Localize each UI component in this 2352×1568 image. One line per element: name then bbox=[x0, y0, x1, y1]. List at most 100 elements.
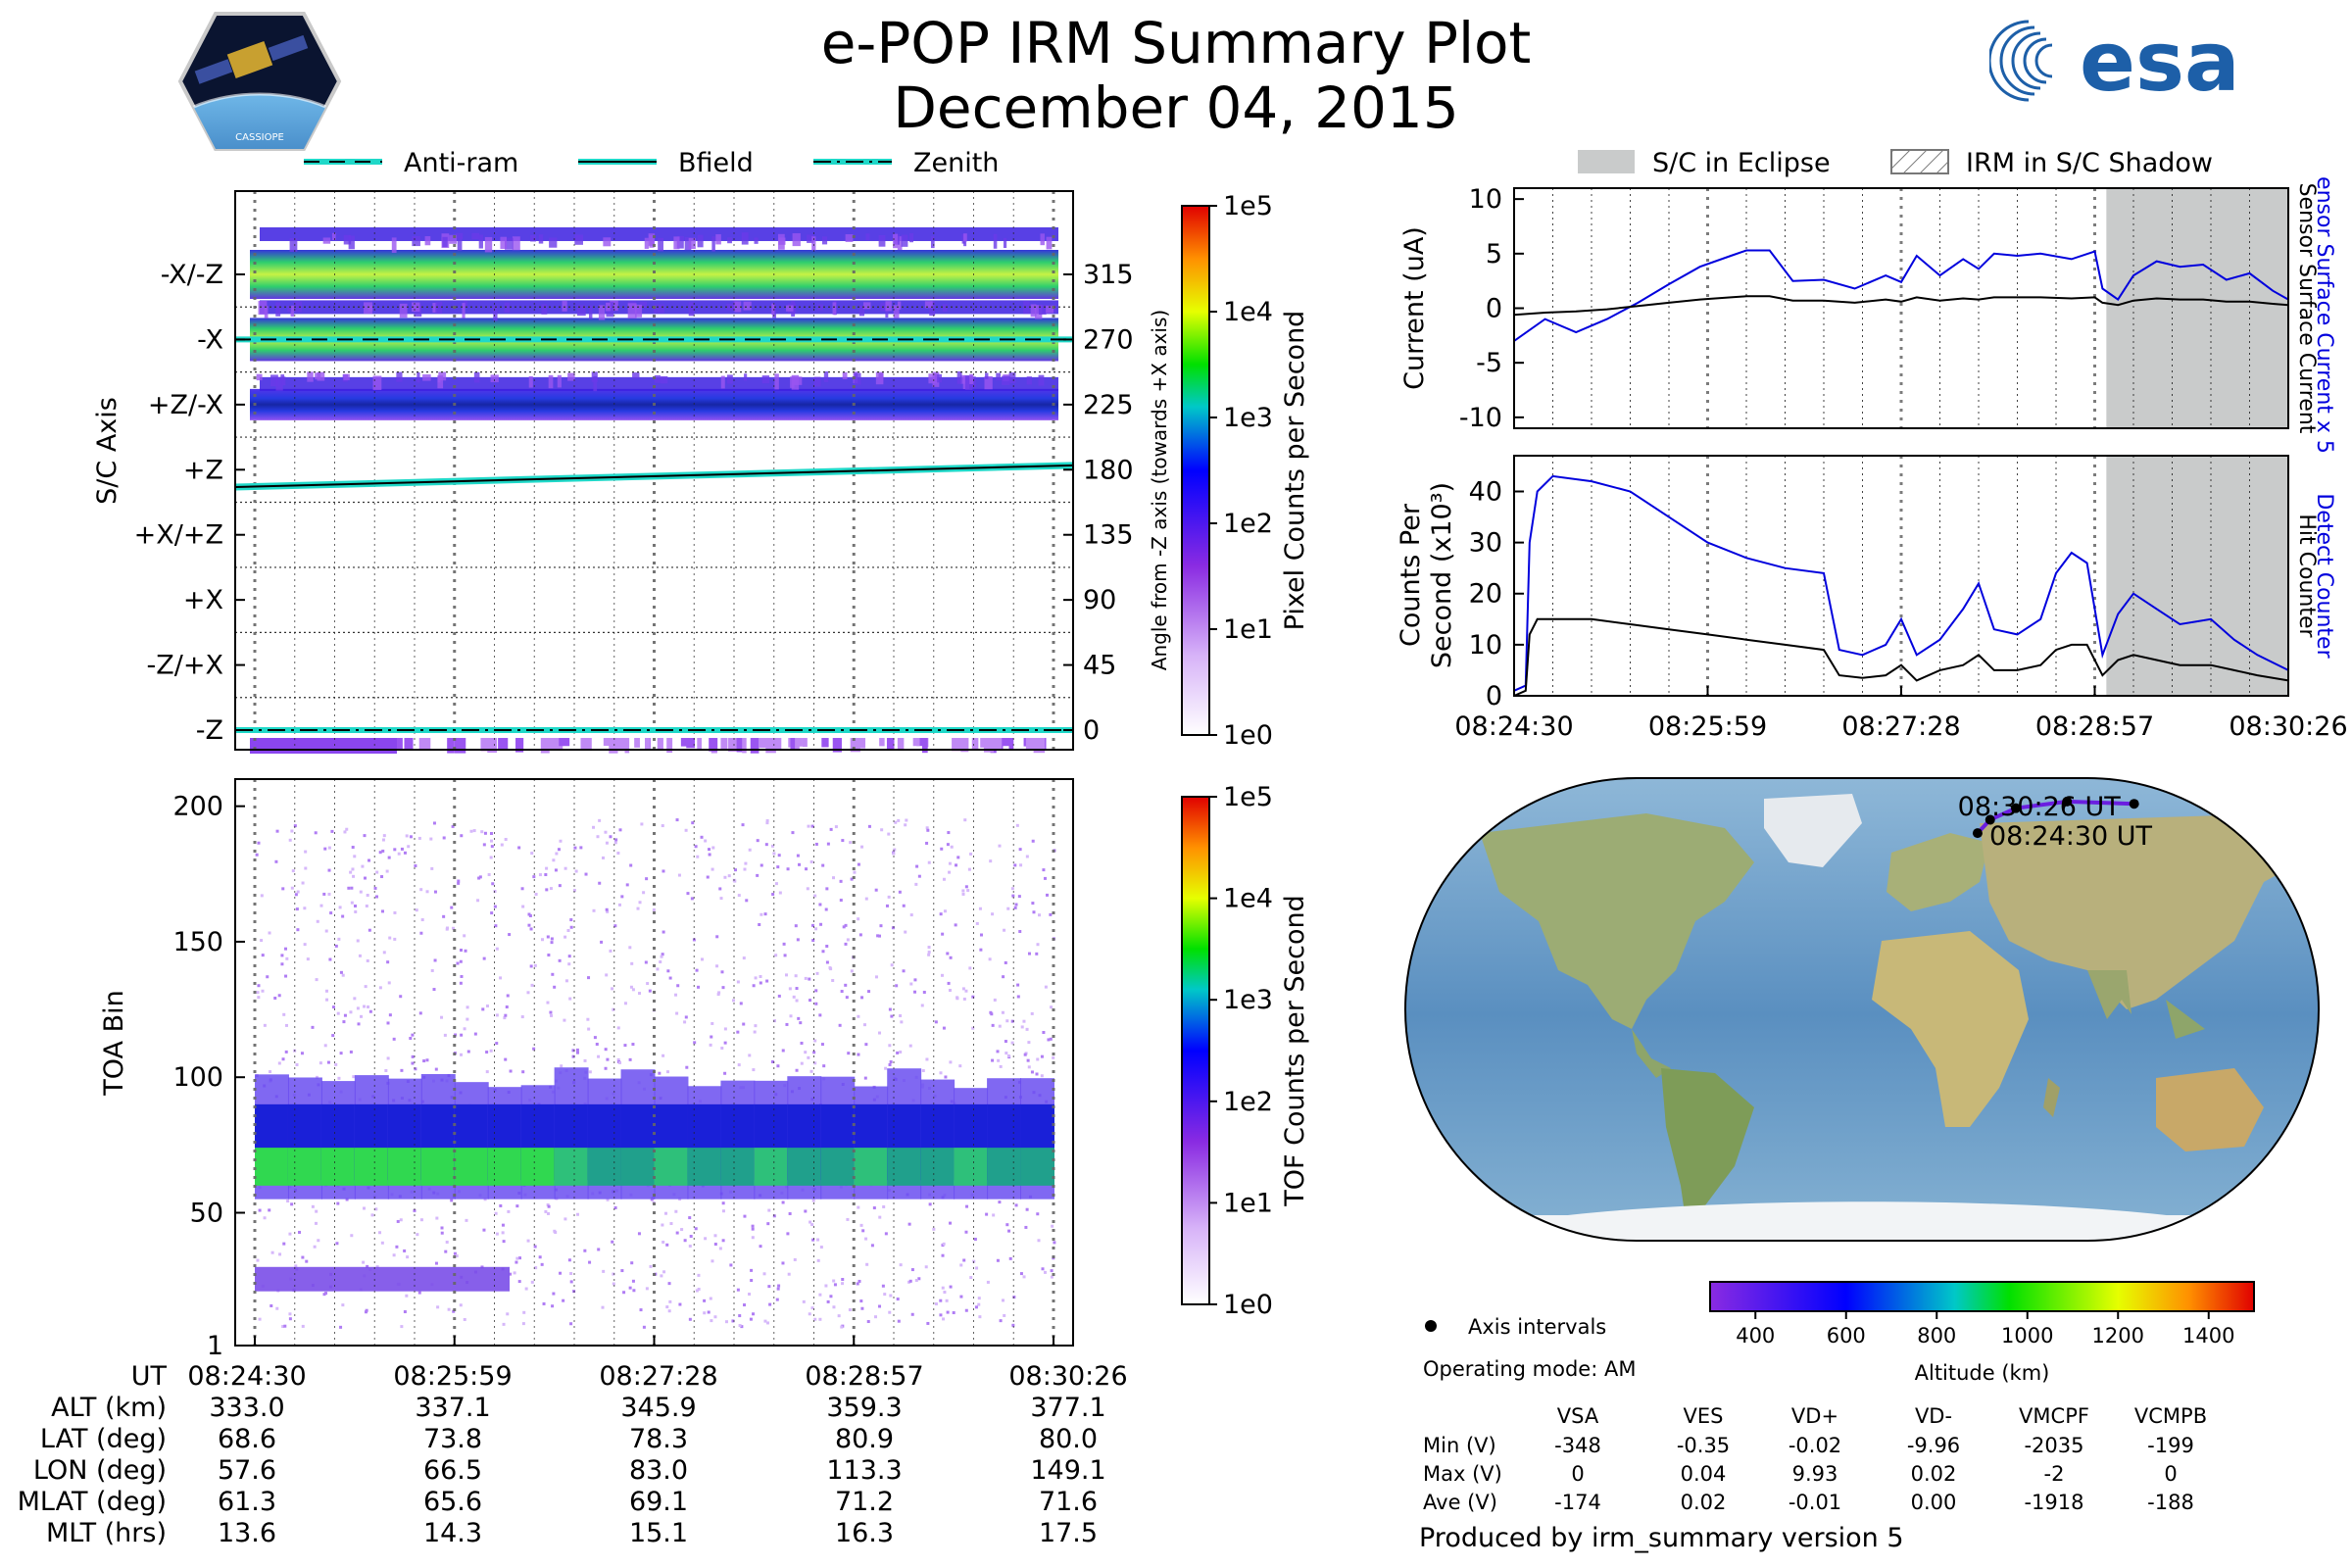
spectrogram-pixel bbox=[771, 738, 782, 751]
toa-pixel bbox=[878, 1304, 882, 1308]
toa-pixel bbox=[841, 1278, 845, 1282]
toa-pixel bbox=[1045, 893, 1049, 897]
toa-pixel bbox=[978, 906, 982, 910]
toa-pixel bbox=[366, 958, 369, 962]
spectrogram-pixel bbox=[921, 738, 928, 754]
colorbar-tick-label: 1e0 bbox=[1223, 1290, 1273, 1320]
toa-pixel bbox=[763, 912, 767, 916]
spectrogram-pixel bbox=[715, 234, 721, 245]
toa-pixel bbox=[566, 929, 570, 933]
spectrogram-pixel bbox=[956, 370, 962, 384]
toa-pixel bbox=[419, 931, 423, 935]
toa-pixel bbox=[858, 933, 862, 937]
toa-pixel bbox=[349, 1010, 353, 1014]
toa-pixel bbox=[949, 956, 953, 959]
toa-pixel bbox=[853, 870, 857, 874]
toa-pixel bbox=[807, 1055, 810, 1059]
toa-pixel bbox=[317, 1239, 320, 1243]
page-date: December 04, 2015 bbox=[893, 74, 1459, 141]
toa-pixel bbox=[811, 1238, 815, 1242]
toa-pixel bbox=[630, 1261, 634, 1265]
toa-pixel bbox=[1024, 1225, 1028, 1229]
toa-pixel bbox=[606, 909, 610, 913]
spectrogram-pixel bbox=[742, 738, 747, 754]
axis-interval-dot-icon bbox=[1425, 1320, 1437, 1332]
toa-pixel bbox=[463, 934, 466, 938]
y2-axis-label: Angle from -Z axis (towards +X axis) bbox=[1148, 310, 1171, 670]
toa-pixel bbox=[926, 828, 930, 832]
spectrogram-pixel bbox=[766, 738, 771, 752]
toa-pixel bbox=[364, 1310, 368, 1314]
toa-pixel bbox=[959, 1263, 963, 1267]
toa-pixel bbox=[301, 1255, 305, 1259]
toa-pixel bbox=[783, 954, 787, 957]
toa-pixel bbox=[455, 1254, 459, 1258]
toa-pixel bbox=[387, 856, 391, 859]
toa-pixel bbox=[704, 839, 708, 843]
toa-pixel bbox=[890, 1014, 894, 1018]
toa-pixel bbox=[926, 1321, 930, 1325]
colorbar-tick-label: 1e0 bbox=[1223, 720, 1273, 751]
toa-pixel bbox=[694, 1227, 698, 1231]
toa-pixel bbox=[349, 1050, 353, 1054]
toa-pixel bbox=[384, 1068, 388, 1072]
spectrogram-pixel bbox=[270, 374, 278, 387]
altitude-colorbar bbox=[1709, 1281, 2255, 1312]
toa-pixel bbox=[907, 1222, 911, 1226]
spectrogram-pixel bbox=[971, 738, 979, 750]
toa-pixel bbox=[884, 1232, 888, 1236]
toa-pixel bbox=[347, 886, 351, 890]
spectrogram-pixel bbox=[552, 738, 564, 751]
colorbar bbox=[1181, 796, 1210, 1305]
toa-pixel bbox=[612, 1282, 615, 1286]
toa-pixel bbox=[867, 990, 871, 994]
spectrogram-pixel bbox=[858, 738, 866, 749]
series-line bbox=[1513, 249, 2289, 342]
toa-pixel bbox=[959, 1295, 963, 1298]
toa-pixel bbox=[517, 1256, 521, 1260]
toa-pixel bbox=[593, 1036, 597, 1040]
toa-pixel bbox=[883, 1293, 887, 1297]
spectrogram-pixel bbox=[858, 305, 865, 317]
toa-pixel bbox=[584, 872, 588, 876]
toa-pixel bbox=[809, 859, 813, 863]
toa-pixel bbox=[844, 983, 848, 987]
spectrogram-pixel bbox=[487, 738, 498, 754]
toa-pixel bbox=[1051, 1224, 1054, 1228]
toa-pixel bbox=[403, 1310, 407, 1314]
toa-pixel bbox=[887, 895, 891, 899]
toa-pixel bbox=[425, 890, 429, 894]
ephemeris-value: 08:30:26 bbox=[1008, 1361, 1127, 1392]
toa-pixel bbox=[1019, 1272, 1023, 1276]
toa-pixel bbox=[662, 1240, 665, 1244]
toa-pixel bbox=[463, 1027, 466, 1031]
toa-pixel bbox=[399, 1218, 403, 1222]
toa-pixel bbox=[483, 831, 487, 835]
toa-pixel bbox=[494, 924, 498, 928]
toa-pixel bbox=[569, 1322, 573, 1326]
toa-pixel bbox=[713, 1315, 717, 1319]
spectrogram-pixel bbox=[684, 237, 692, 251]
toa-pixel bbox=[386, 1056, 390, 1060]
toa-pixel bbox=[532, 1047, 536, 1051]
toa-pixel bbox=[446, 926, 450, 930]
toa-pixel bbox=[478, 875, 482, 879]
spectrogram-pixel bbox=[574, 234, 583, 245]
spectrogram-pixel bbox=[790, 376, 795, 388]
toa-band-peak bbox=[920, 1148, 956, 1186]
spectrogram-pixel bbox=[418, 738, 431, 751]
toa-pixel bbox=[800, 1061, 804, 1065]
toa-pixel bbox=[874, 1315, 878, 1319]
toa-pixel bbox=[637, 1232, 641, 1236]
spectrogram-pixel bbox=[736, 738, 745, 753]
toa-pixel bbox=[751, 1227, 755, 1231]
toa-pixel bbox=[856, 1282, 859, 1286]
toa-pixel bbox=[489, 1049, 493, 1053]
toa-pixel bbox=[453, 1251, 457, 1255]
axis-intervals-label: Axis intervals bbox=[1468, 1315, 1606, 1339]
toa-pixel bbox=[444, 1250, 448, 1253]
right-label-blue: Detect Counter bbox=[2312, 493, 2336, 659]
toa-pixel bbox=[908, 1279, 912, 1283]
toa-pixel bbox=[961, 892, 965, 896]
toa-pixel bbox=[880, 828, 884, 832]
